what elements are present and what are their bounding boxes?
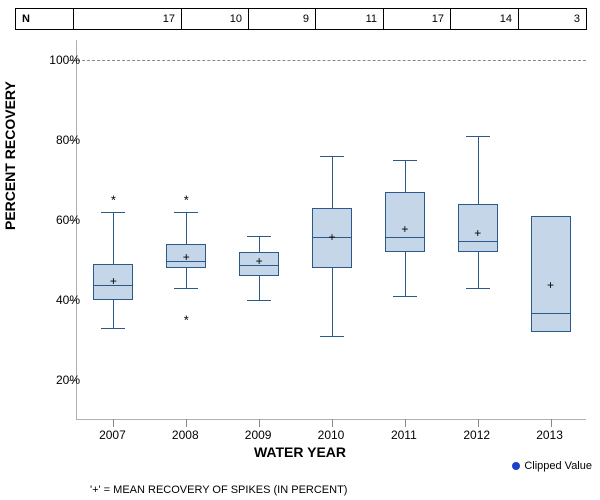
n-header-cell: N	[16, 9, 74, 29]
boxplot-whisker	[186, 268, 187, 288]
y-axis-title: PERCENT RECOVERY	[2, 81, 18, 230]
x-tick-label: 2007	[99, 428, 126, 442]
boxplot-whisker	[113, 300, 114, 328]
legend-label: Clipped Value	[524, 460, 592, 472]
boxplot-whisker	[332, 268, 333, 336]
boxplot-whisker-cap	[174, 212, 198, 213]
x-tick-label: 2012	[463, 428, 490, 442]
y-tick-label: 40%	[40, 293, 80, 307]
x-tick-label: 2009	[245, 428, 272, 442]
n-cell: 14	[451, 9, 519, 29]
plot-area: + * + * * + + + + +	[76, 40, 586, 420]
boxplot-whisker	[113, 212, 114, 264]
y-tick-label: 20%	[40, 373, 80, 387]
boxplot-mean-mark: +	[474, 226, 481, 240]
x-tick	[478, 419, 479, 427]
boxplot-whisker-cap	[393, 160, 417, 161]
boxplot-mean-mark: +	[328, 230, 335, 244]
boxplot-box: +	[312, 208, 352, 268]
boxplot-whisker	[478, 252, 479, 288]
x-tick	[551, 419, 552, 427]
boxplot-mean-mark: +	[401, 222, 408, 236]
boxplot-whisker-cap	[466, 288, 490, 289]
x-tick	[405, 419, 406, 427]
boxplot-box: +	[166, 244, 206, 268]
boxplot-box: +	[531, 216, 571, 332]
boxplot-whisker-cap	[466, 136, 490, 137]
n-cell: 17	[74, 9, 182, 29]
boxplot-whisker	[478, 136, 479, 204]
boxplot-median	[386, 237, 424, 238]
n-cell: 11	[316, 9, 384, 29]
footnote: '+' = MEAN RECOVERY OF SPIKES (IN PERCEN…	[90, 484, 347, 496]
chart-container: N171091117143 PERCENT RECOVERY +*+**++++…	[0, 0, 600, 500]
boxplot-whisker-cap	[101, 212, 125, 213]
boxplot-whisker-cap	[320, 336, 344, 337]
boxplot-mean-mark: +	[110, 274, 117, 288]
boxplot-box: +	[93, 264, 133, 300]
x-tick	[113, 419, 114, 427]
boxplot-mean-mark: +	[256, 254, 263, 268]
y-tick-label: 100%	[40, 53, 80, 67]
n-cell: 9	[249, 9, 316, 29]
boxplot-outlier: *	[184, 193, 189, 208]
x-tick	[259, 419, 260, 427]
n-count-table: N171091117143	[15, 8, 587, 30]
boxplot-whisker	[405, 160, 406, 192]
boxplot-whisker	[405, 252, 406, 296]
boxplot-median	[532, 313, 570, 314]
y-tick-label: 60%	[40, 213, 80, 227]
boxplot-whisker	[259, 276, 260, 300]
x-tick-label: 2011	[391, 428, 417, 442]
boxplot-whisker-cap	[393, 296, 417, 297]
boxplot-outlier: *	[184, 313, 189, 328]
boxplot-mean-mark: +	[547, 278, 554, 292]
boxplot-box: +	[385, 192, 425, 252]
boxplot-median	[459, 241, 497, 242]
x-tick-label: 2010	[318, 428, 345, 442]
boxplot-whisker	[259, 236, 260, 252]
n-cell: 17	[384, 9, 451, 29]
x-tick-label: 2008	[172, 428, 199, 442]
reference-line	[77, 60, 586, 61]
boxplot-whisker	[186, 212, 187, 244]
legend-dot-icon	[512, 462, 520, 470]
y-tick-label: 80%	[40, 133, 80, 147]
n-cell: 10	[182, 9, 249, 29]
x-axis-title: WATER YEAR	[0, 444, 600, 460]
boxplot-whisker-cap	[320, 156, 344, 157]
boxplot-whisker-cap	[174, 288, 198, 289]
boxplot-outlier: *	[111, 193, 116, 208]
x-tick	[332, 419, 333, 427]
legend: Clipped Value	[512, 460, 592, 472]
x-tick-label: 2013	[536, 428, 563, 442]
boxplot-whisker	[332, 156, 333, 208]
boxplot-box: +	[239, 252, 279, 276]
boxplot-box: +	[458, 204, 498, 252]
boxplot-whisker-cap	[101, 328, 125, 329]
x-tick	[186, 419, 187, 427]
boxplot-whisker-cap	[247, 300, 271, 301]
n-cell: 3	[519, 9, 586, 29]
boxplot-whisker-cap	[247, 236, 271, 237]
boxplot-mean-mark: +	[183, 250, 190, 264]
